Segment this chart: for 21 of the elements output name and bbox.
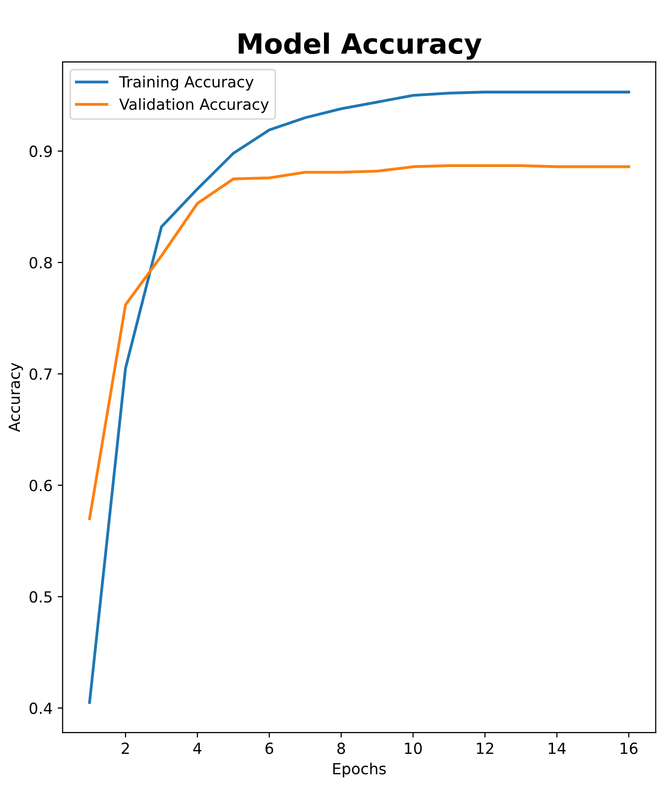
y-tick-label: 0.4 xyxy=(30,702,52,714)
line-series xyxy=(88,90,630,704)
legend-label: Validation Accuracy xyxy=(119,98,269,113)
y-tick-label: 0.8 xyxy=(30,256,52,269)
x-tick-label: 6 xyxy=(266,742,274,754)
y-tick-label: 0.9 xyxy=(30,146,52,158)
x-axis-title: Epochs xyxy=(333,762,386,778)
y-tick-label: 0.6 xyxy=(30,480,52,492)
x-tick-label: 12 xyxy=(476,742,494,754)
x-tick-label: 8 xyxy=(337,742,345,754)
x-tick-label: 14 xyxy=(548,742,566,754)
y-tick-label: 0.5 xyxy=(30,591,52,603)
y-tick-label: 0.7 xyxy=(30,368,52,380)
legend-label: Training Accuracy xyxy=(119,76,254,91)
chart-title: Model Accuracy xyxy=(238,32,482,60)
x-tick-label: 4 xyxy=(193,742,202,754)
x-tick-label: 2 xyxy=(122,742,129,754)
x-tick-label: 16 xyxy=(620,742,638,754)
y-axis-title: Accuracy xyxy=(8,362,24,432)
line-series xyxy=(88,164,630,520)
x-tick-label: 10 xyxy=(405,742,422,754)
